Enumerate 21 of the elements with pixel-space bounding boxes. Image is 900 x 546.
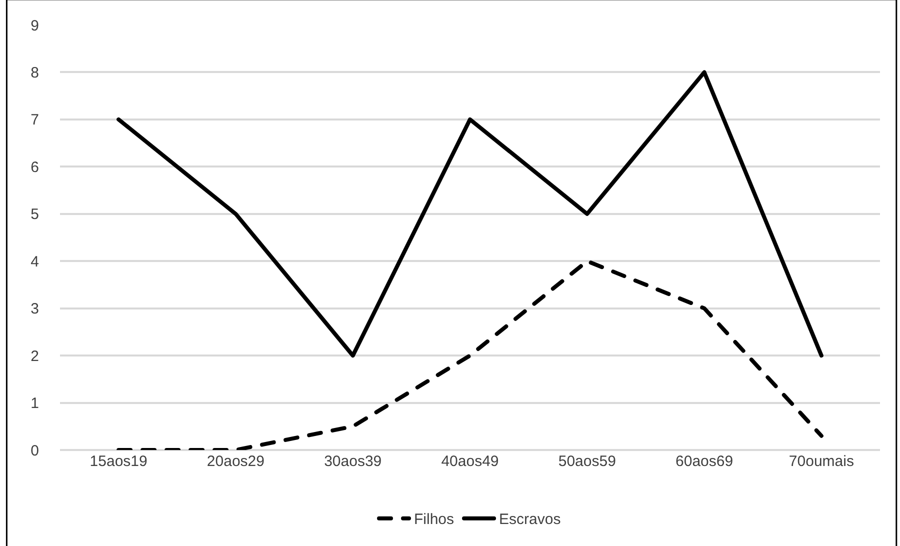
x-tick-label: 60aos69 — [676, 453, 734, 470]
y-tick-label: 7 — [30, 112, 39, 129]
y-tick-label: 6 — [30, 158, 39, 176]
y-tick-label: 2 — [30, 348, 39, 365]
x-tick-label: 50aos59 — [558, 453, 616, 470]
y-tick-label: 1 — [30, 395, 39, 412]
x-tick-label: 20aos29 — [206, 453, 264, 470]
x-tick-label: 15aos19 — [90, 453, 148, 470]
line-series — [116, 259, 824, 450]
line-series — [116, 70, 824, 358]
x-tick-label: 30aos39 — [324, 453, 382, 470]
y-tick-label: 3 — [30, 300, 39, 318]
y-tick-label: 0 — [30, 442, 39, 460]
legend-label: Filhos — [414, 511, 454, 528]
x-tick-label: 70oumais — [788, 453, 854, 470]
y-tick-label: 9 — [30, 17, 39, 34]
y-tick-label: 4 — [30, 253, 39, 270]
y-tick-label: 8 — [30, 64, 39, 82]
y-tick-label: 5 — [30, 206, 39, 224]
x-tick-label: 40aos49 — [441, 453, 499, 470]
legend-label: Escravos — [499, 511, 561, 528]
